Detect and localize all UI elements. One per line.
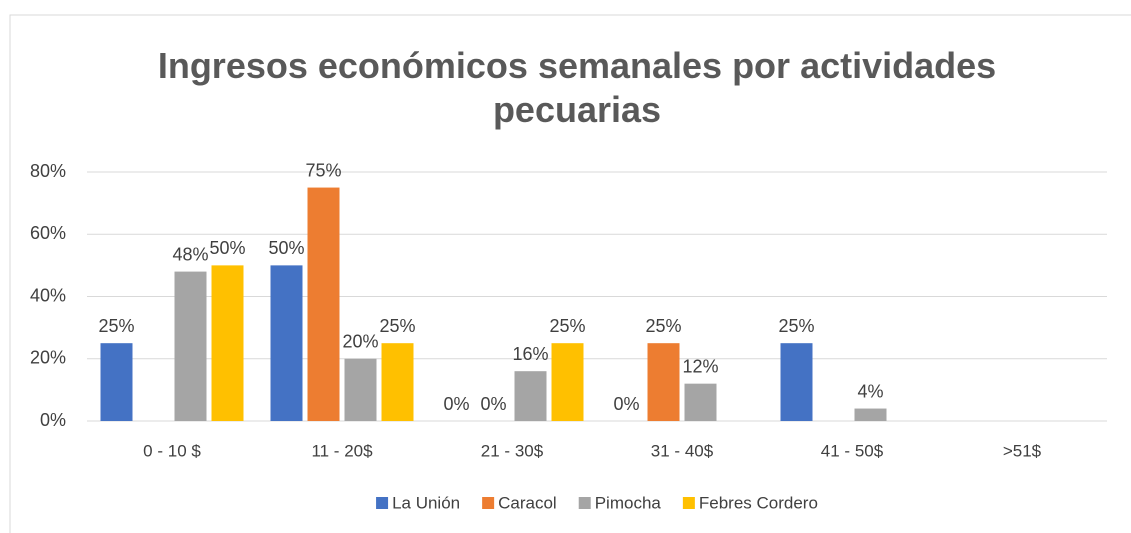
legend-label: La Unión: [392, 493, 460, 512]
bar: [514, 371, 547, 421]
bar: [100, 343, 133, 421]
bar: [307, 187, 340, 421]
data-label: 25%: [645, 316, 681, 336]
x-tick-label: 31 - 40$: [651, 441, 714, 460]
y-tick-label: 20%: [30, 348, 66, 368]
data-label: 12%: [682, 356, 718, 376]
legend-swatch: [682, 497, 695, 509]
data-label: 0%: [443, 394, 469, 414]
data-label: 0%: [480, 394, 506, 414]
data-label: 20%: [342, 332, 378, 352]
bar: [381, 343, 414, 421]
data-label: 25%: [549, 316, 585, 336]
bar: [344, 358, 377, 421]
data-label: 50%: [268, 238, 304, 258]
x-tick-label: 41 - 50$: [821, 441, 884, 460]
data-label: 25%: [379, 316, 415, 336]
data-label: 48%: [172, 244, 208, 264]
bar: [684, 383, 717, 421]
y-tick-label: 0%: [40, 410, 66, 430]
y-tick-label: 40%: [30, 285, 66, 305]
legend-swatch: [578, 497, 591, 509]
bar: [854, 408, 887, 421]
legend-label: Pimocha: [595, 493, 662, 512]
x-tick-label: >51$: [1003, 441, 1042, 460]
x-tick-label: 0 - 10 $: [143, 441, 201, 460]
legend-swatch: [482, 497, 495, 509]
chart-title: Ingresos económicos semanales por activi…: [157, 45, 997, 130]
bar: [647, 343, 680, 421]
legend-label: Febres Cordero: [699, 493, 818, 512]
x-tick-label: 11 - 20$: [311, 441, 373, 460]
data-label: 50%: [209, 238, 245, 258]
bar: [780, 343, 813, 421]
bar: [551, 343, 584, 421]
data-label: 75%: [305, 160, 341, 180]
chart-border: [9, 14, 1131, 533]
y-tick-label: 80%: [30, 161, 66, 181]
legend-label: Caracol: [498, 493, 557, 512]
data-label: 25%: [98, 316, 134, 336]
bar: [211, 265, 244, 421]
data-label: 16%: [512, 344, 548, 364]
data-label: 4%: [857, 381, 883, 401]
bar: [270, 265, 303, 421]
bar: [174, 271, 207, 421]
data-label: 0%: [613, 394, 639, 414]
x-tick-label: 21 - 30$: [481, 441, 544, 460]
data-label: 25%: [778, 316, 814, 336]
legend-swatch: [376, 497, 389, 509]
y-tick-label: 60%: [30, 223, 66, 243]
